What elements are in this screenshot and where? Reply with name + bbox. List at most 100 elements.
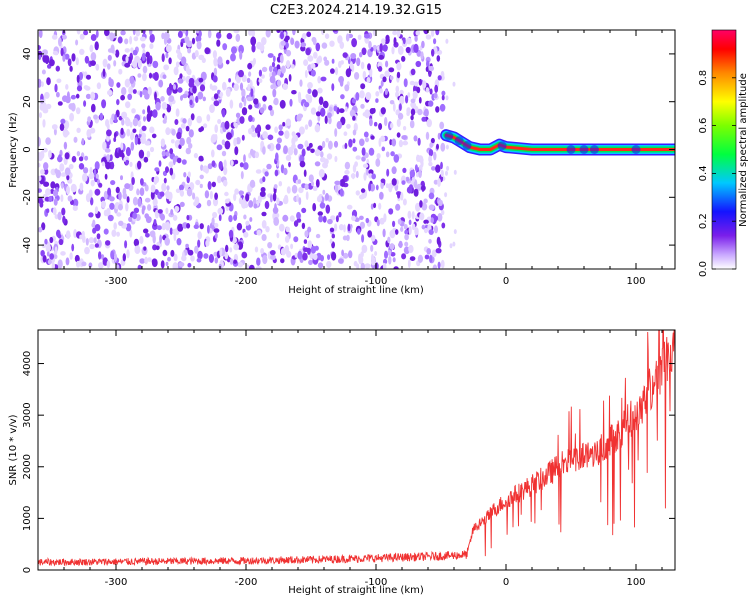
spectrogram-cell	[139, 36, 146, 42]
spectrogram-cell	[73, 229, 77, 238]
spectrogram-cell	[256, 229, 262, 236]
spectrogram-cell	[430, 30, 435, 37]
spectrogram-cell	[72, 205, 78, 211]
spectrogram-cell	[428, 155, 432, 163]
spectrogram-cell	[265, 124, 271, 130]
spectrogram-cell	[298, 187, 304, 194]
spectrogram-cell	[417, 108, 423, 116]
spectrogram-cell	[401, 135, 408, 140]
spectrogram-cell	[117, 36, 123, 44]
spectrogram-cell	[88, 237, 95, 244]
spectrogram-cell	[273, 97, 279, 106]
spectrogram-cell	[207, 163, 213, 170]
spectrogram-cell	[94, 206, 99, 215]
spectrogram-cell	[273, 184, 278, 189]
spectrogram-cell	[428, 100, 434, 107]
spectrogram-cell	[376, 219, 380, 227]
spectrogram-cell	[54, 168, 58, 174]
spectrogram-cell	[190, 113, 195, 121]
spectrogram-cell	[233, 193, 237, 202]
spectrogram-cell	[409, 120, 415, 129]
spectrogram-cell	[199, 84, 206, 92]
spectrogram-cell	[107, 89, 113, 96]
spectrogram-cell	[358, 253, 362, 262]
spectrogram-cell	[335, 215, 339, 223]
spectrogram-cell	[392, 257, 396, 263]
spectrogram-cell	[315, 233, 321, 239]
spectrogram-cell	[385, 183, 389, 189]
spectrogram-cell	[62, 128, 69, 138]
spectrogram-cell	[251, 132, 257, 138]
spectrogram-cell	[350, 173, 356, 179]
spectrogram-cell	[162, 74, 167, 79]
spectrogram-cell	[346, 123, 351, 129]
spectrogram-cell	[39, 30, 43, 39]
spectrogram-cell	[334, 155, 338, 163]
spectrogram-cell	[260, 248, 264, 255]
spectrogram-cell	[288, 74, 292, 82]
spectrogram-cell	[339, 108, 345, 114]
spectrogram-cell	[170, 249, 175, 257]
spectrogram-cell	[333, 105, 338, 112]
spectrogram-cell	[225, 88, 231, 97]
spectrogram-cell	[293, 148, 298, 156]
spectrogram-cell	[110, 44, 115, 54]
spectrogram-cell	[393, 266, 399, 269]
spectrogram-cell	[76, 74, 80, 83]
spectrogram-cell	[107, 63, 111, 70]
spectrogram-cell	[386, 37, 390, 43]
spectrogram-cell	[282, 83, 289, 90]
spectrogram-cell	[230, 53, 236, 62]
spectrogram-cell	[440, 169, 444, 178]
spectrogram-cell	[202, 96, 206, 102]
spectrogram-cell	[45, 244, 51, 252]
spectrogram-cell	[46, 251, 50, 257]
spectrogram-cell	[327, 218, 333, 225]
spectrogram-cell	[163, 31, 170, 41]
spectrogram-cell	[126, 249, 130, 259]
spectrogram-ytick-label: 40	[22, 48, 33, 61]
spectrogram-cell	[95, 173, 100, 179]
spectrogram-cell	[317, 76, 322, 84]
spectrogram-cell	[51, 262, 55, 269]
spectrogram-cell	[308, 259, 313, 266]
spectrogram-cell	[75, 39, 79, 46]
spectrogram-cell	[385, 60, 389, 68]
signal-blob	[589, 145, 599, 154]
spectrogram-cell	[360, 188, 366, 193]
spectrogram-cell	[198, 30, 202, 38]
spectrogram-cell	[406, 107, 411, 114]
spectrogram-cell	[205, 239, 210, 247]
spectrogram-cell	[384, 116, 388, 127]
spectrogram-cell	[203, 123, 208, 129]
spectrogram-ytick-label: 0	[22, 146, 33, 152]
spectrogram-cell	[229, 258, 234, 265]
spectrogram-cell	[409, 169, 416, 178]
spectrogram-cell	[367, 230, 373, 238]
spectrogram-cell	[267, 134, 274, 141]
spectrogram-cell	[144, 93, 150, 100]
spectrogram-cell	[384, 70, 390, 78]
spectrogram-cell	[150, 230, 156, 238]
spectrogram-cell	[382, 228, 386, 238]
spectrogram-cell	[453, 169, 457, 175]
spectrogram-cell	[214, 124, 218, 133]
spectrogram-cell	[172, 228, 177, 235]
spectrogram-cell	[101, 161, 105, 167]
spectrogram-cell	[194, 245, 199, 254]
spectrogram-cell	[312, 186, 318, 192]
spectrogram-cell	[59, 123, 65, 131]
spectrogram-cell	[431, 249, 437, 258]
spectrogram-cell	[304, 124, 309, 130]
spectrogram-cell	[426, 118, 433, 128]
spectrogram-cell	[125, 55, 129, 63]
spectrogram-cell	[428, 192, 435, 200]
spectrogram-cell	[241, 88, 246, 98]
spectrogram-cell	[129, 121, 133, 128]
spectrogram-cell	[102, 68, 106, 77]
spectrogram-cell	[63, 141, 68, 150]
spectrogram-cell	[238, 102, 243, 109]
spectrogram-cell	[181, 93, 188, 99]
spectrogram-cell	[355, 155, 361, 160]
spectrogram-cell	[150, 190, 155, 200]
